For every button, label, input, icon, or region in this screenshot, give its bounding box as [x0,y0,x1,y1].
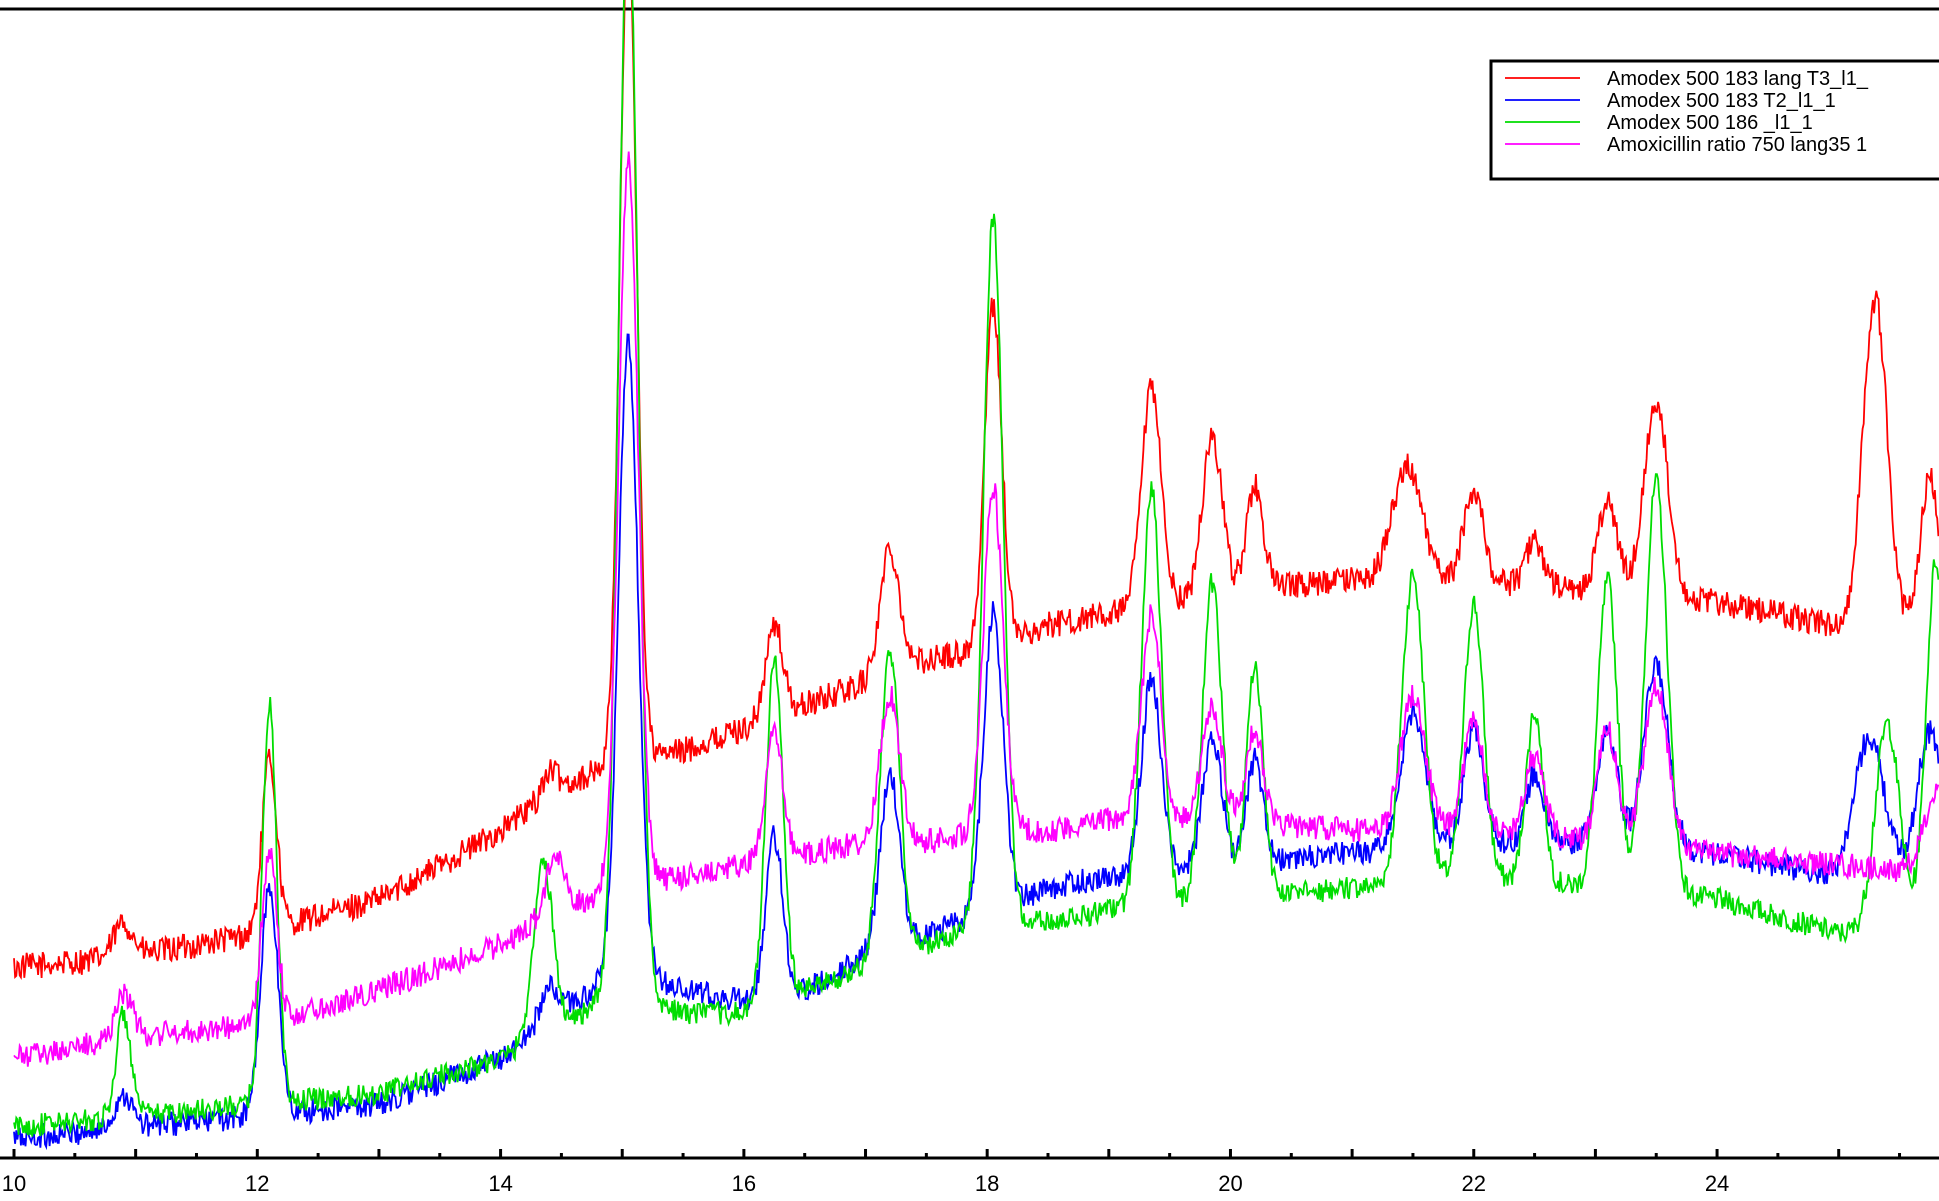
series-line-1 [13,0,1939,981]
x-tick-label: 22 [1462,1171,1486,1196]
series-line-4 [13,151,1939,1067]
x-axis-ticks: 101214161820222426 [2,1149,1902,1196]
series-line-2 [13,333,1939,1151]
series-line-3 [13,0,1939,1137]
legend-label: Amodex 500 183 T2_l1_1 [1607,90,1836,112]
legend[interactable]: Amodex 500 183 lang T3_l1_Amodex 500 183… [1489,59,1939,181]
legend-item-4[interactable]: Amoxicillin ratio 750 lang35 1 [1505,134,1867,156]
x-tick-label: 20 [1218,1171,1242,1196]
series-layer [13,0,1939,1151]
legend-label: Amoxicillin ratio 750 lang35 1 [1607,134,1867,156]
legend-items: Amodex 500 183 lang T3_l1_Amodex 500 183… [1505,68,1869,156]
x-tick-label: 24 [1705,1171,1729,1196]
x-tick-label: 18 [975,1171,999,1196]
legend-label: Amodex 500 186 _l1_1 [1607,112,1813,134]
x-tick-label: 16 [732,1171,756,1196]
legend-box [1489,59,1939,181]
x-tick-label: 10 [2,1171,26,1196]
legend-item-2[interactable]: Amodex 500 183 T2_l1_1 [1505,90,1836,112]
legend-item-1[interactable]: Amodex 500 183 lang T3_l1_ [1505,68,1869,90]
legend-label: Amodex 500 183 lang T3_l1_ [1607,68,1869,90]
x-axis: 101214161820222426 [0,1149,1939,1196]
x-tick-label: 14 [488,1171,512,1196]
x-tick-label: 12 [245,1171,269,1196]
legend-item-3[interactable]: Amodex 500 186 _l1_1 [1505,112,1813,134]
